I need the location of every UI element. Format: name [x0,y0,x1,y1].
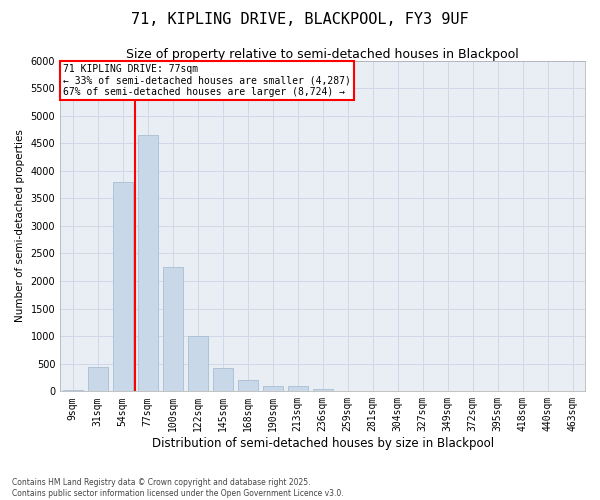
Text: 71, KIPLING DRIVE, BLACKPOOL, FY3 9UF: 71, KIPLING DRIVE, BLACKPOOL, FY3 9UF [131,12,469,28]
Bar [88,366,107,392]
Bar [338,390,358,392]
Bar [238,380,257,392]
Text: 71 KIPLING DRIVE: 77sqm
← 33% of semi-detached houses are smaller (4,287)
67% of: 71 KIPLING DRIVE: 77sqm ← 33% of semi-de… [63,64,350,97]
Title: Size of property relative to semi-detached houses in Blackpool: Size of property relative to semi-detach… [126,48,519,60]
Bar [62,390,83,392]
X-axis label: Distribution of semi-detached houses by size in Blackpool: Distribution of semi-detached houses by … [152,437,494,450]
Bar [313,388,332,392]
Bar [263,386,283,392]
Bar [287,386,308,392]
Y-axis label: Number of semi-detached properties: Number of semi-detached properties [15,130,25,322]
Text: Contains HM Land Registry data © Crown copyright and database right 2025.
Contai: Contains HM Land Registry data © Crown c… [12,478,344,498]
Bar [188,336,208,392]
Bar [163,268,182,392]
Bar [113,182,133,392]
Bar [212,368,233,392]
Bar [137,135,158,392]
